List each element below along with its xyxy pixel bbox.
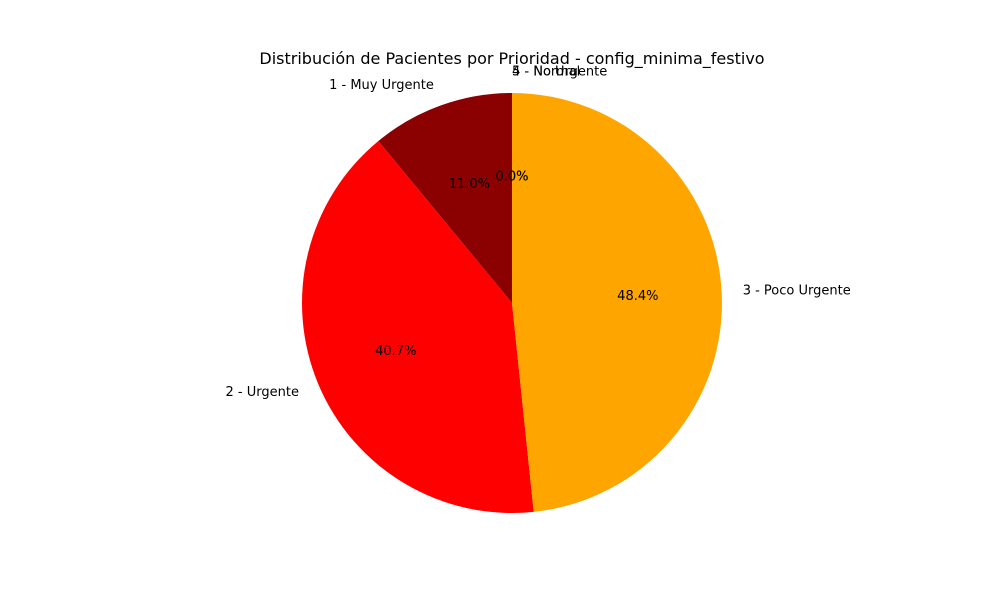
pie-labels: 1 - Muy Urgente 11.0% 2 - Urgente 40.7% 3 - …: [226, 65, 851, 400]
pct-label-3-poco-urgente: 48.4%: [617, 289, 658, 304]
pie-slices: [302, 93, 722, 513]
slice-label-4-normal: 4 - Normal: [512, 65, 580, 80]
chart-title: Distribución de Pacientes por Prioridad …: [259, 49, 764, 69]
slice-label-2-urgente: 2 - Urgente: [226, 385, 299, 400]
pie-slice-3-poco-urgente: [512, 93, 722, 512]
pct-label-4-normal: 0.0%: [495, 170, 528, 185]
slice-label-3-poco-urgente: 3 - Poco Urgente: [743, 284, 851, 299]
pct-label-5-no-urgente: 0.0%: [495, 170, 528, 185]
slice-label-1-muy-urgente: 1 - Muy Urgente: [329, 78, 434, 93]
pie-slice-1-muy-urgente: [378, 93, 512, 303]
pie-slice-2-urgente: [302, 141, 534, 513]
pct-label-2-urgente: 40.7%: [375, 344, 416, 359]
slice-label-5-no-urgente: 5 - No Urgente: [512, 65, 607, 80]
pct-label-1-muy-urgente: 11.0%: [449, 177, 490, 192]
